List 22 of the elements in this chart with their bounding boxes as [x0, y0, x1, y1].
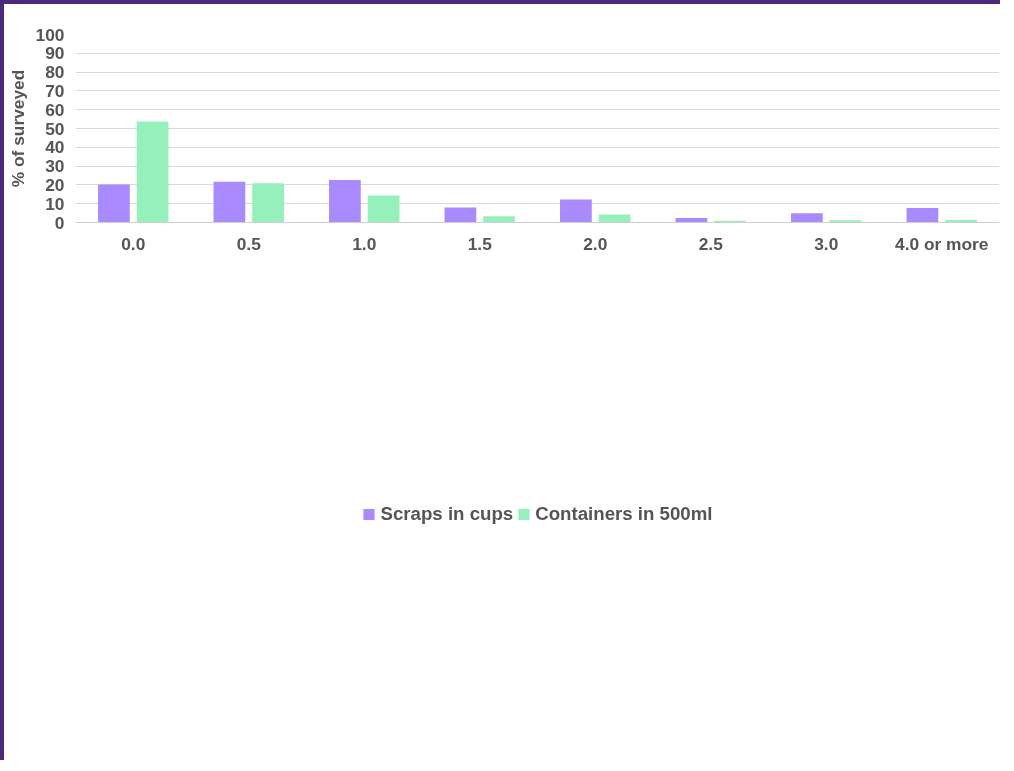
y-tick-label: 20 [45, 174, 65, 195]
legend-label: Containers in 500ml [535, 503, 713, 525]
y-tick-label: 100 [35, 24, 65, 45]
y-tick-label: 50 [45, 118, 65, 139]
y-tick-label: 90 [45, 43, 65, 64]
x-tick-label: 1.0 [352, 233, 377, 254]
x-tick-label: 0.0 [121, 233, 146, 254]
y-tick-label: 60 [45, 99, 65, 120]
x-tick-label: 2.5 [698, 233, 724, 254]
x-tick-label: 4.0 or more [895, 233, 989, 254]
x-tick-label: 1.5 [467, 233, 493, 254]
y-tick-label: 10 [45, 193, 65, 214]
legend-label: Scraps in cups [380, 503, 514, 525]
x-tick-label: 3.0 [814, 233, 839, 254]
y-tick-label: 70 [45, 80, 65, 101]
x-tick-label: 0.5 [236, 233, 262, 254]
y-axis-title: % of surveyed [7, 69, 28, 188]
y-tick-label: 0 [54, 212, 65, 233]
y-tick-label: 80 [45, 62, 65, 83]
y-tick-label: 40 [45, 137, 65, 158]
x-tick-label: 2.0 [583, 233, 608, 254]
y-tick-label: 30 [45, 156, 65, 177]
